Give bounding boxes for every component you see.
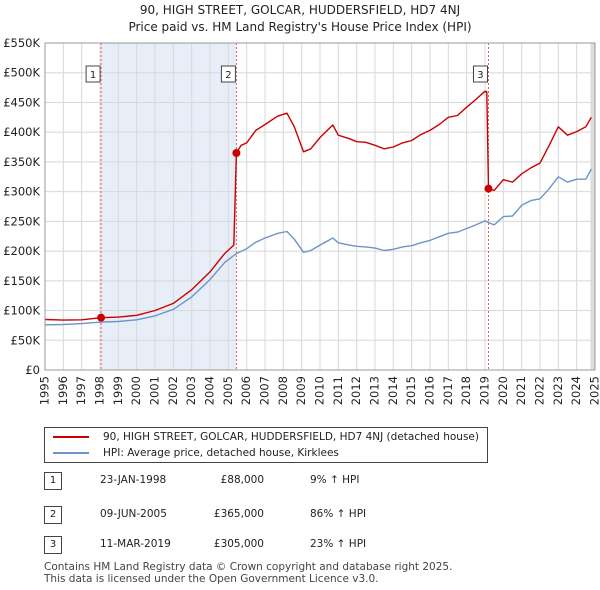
property-price-line: [44, 90, 592, 321]
legend-swatch-property: [53, 436, 89, 438]
plot-border: [44, 42, 596, 371]
x-tick-label: 2017: [441, 376, 455, 405]
sale-hpi-change: 9% ↑ HPI: [310, 474, 360, 486]
marker-number-label: 2: [225, 70, 231, 81]
chart-title: 90, HIGH STREET, GOLCAR, HUDDERSFIELD, H…: [0, 2, 600, 36]
marker-number-box: [220, 65, 236, 83]
y-tick-label: £300K: [3, 185, 40, 199]
sale-row: 3 11-MAR-2019 £305,000 23% ↑ HPI: [44, 536, 444, 558]
forecast-region: [590, 43, 595, 370]
x-tick-label: 1997: [74, 376, 88, 405]
y-tick-label: £150K: [3, 274, 40, 288]
y-tick-label: £500K: [3, 66, 40, 80]
marker-number-box: [85, 65, 101, 83]
sale-number-badge: 3: [44, 536, 62, 554]
legend-label-hpi: HPI: Average price, detached house, Kirk…: [103, 447, 339, 459]
x-tick-label: 2001: [148, 376, 162, 405]
sale-date: 09-JUN-2005: [100, 508, 167, 520]
sale-number-badge: 2: [44, 506, 62, 524]
sale-price: £365,000: [213, 508, 264, 520]
x-tick-label: 2002: [166, 376, 180, 405]
hpi-line: [44, 168, 592, 326]
footer-licence: This data is licensed under the Open Gov…: [44, 573, 379, 585]
sale-point: [232, 148, 241, 157]
x-tick-label: 2005: [221, 376, 235, 405]
x-tick-label: 2000: [129, 376, 143, 405]
footer-attribution: Contains HM Land Registry data © Crown c…: [44, 561, 452, 585]
price-chart: £0 £50K £100K £150K £200K £250K £300K £350K £400…: [3, 36, 600, 405]
x-tick-label: 2007: [258, 376, 272, 405]
sale-row: 2 09-JUN-2005 £365,000 86% ↑ HPI: [44, 506, 444, 528]
shaded-period: [101, 43, 237, 370]
x-tick-label: 2019: [478, 376, 492, 405]
x-tick-label: 2023: [551, 376, 565, 405]
legend-label-property: 90, HIGH STREET, GOLCAR, HUDDERSFIELD, H…: [103, 431, 479, 443]
x-tick-label: 2003: [184, 376, 198, 405]
y-tick-label: £450K: [3, 95, 40, 109]
sale-row: 1 23-JAN-1998 £88,000 9% ↑ HPI: [44, 472, 444, 494]
y-tick-label: £50K: [11, 333, 41, 347]
sale-date: 23-JAN-1998: [100, 474, 167, 486]
marker-number-box: [472, 65, 488, 83]
x-tick-label: 2008: [276, 376, 290, 405]
x-tick-label: 2009: [294, 376, 308, 405]
x-tick-label: 2013: [368, 376, 382, 405]
sale-price: £88,000: [220, 474, 264, 486]
y-tick-label: £250K: [3, 214, 40, 228]
marker-number-label: 3: [477, 70, 483, 81]
y-tick-label: £100K: [3, 304, 40, 318]
sale-number-badge: 1: [44, 472, 62, 490]
sale-point: [97, 313, 106, 322]
footer-copyright: Contains HM Land Registry data © Crown c…: [44, 561, 453, 573]
legend-item-hpi: HPI: Average price, detached house, Kirk…: [53, 445, 339, 461]
title-address: 90, HIGH STREET, GOLCAR, HUDDERSFIELD, H…: [139, 3, 461, 17]
x-tick-label: 2004: [203, 376, 217, 405]
x-tick-label: 2006: [239, 376, 253, 405]
x-tick-label: 2011: [331, 376, 345, 405]
x-tick-label: 2021: [514, 376, 528, 405]
y-tick-label: £350K: [3, 155, 40, 169]
title-subtitle: Price paid vs. HM Land Registry's House …: [128, 20, 472, 34]
x-tick-label: 2015: [404, 376, 418, 405]
sale-price: £305,000: [213, 538, 264, 550]
x-tick-label: 2024: [569, 376, 583, 405]
x-tick-label: 2025: [588, 376, 600, 405]
legend: 90, HIGH STREET, GOLCAR, HUDDERSFIELD, H…: [44, 427, 488, 463]
x-tick-label: 1996: [56, 376, 70, 405]
x-tick-label: 2014: [386, 376, 400, 405]
x-tick-label: 2010: [313, 376, 327, 405]
legend-swatch-hpi: [53, 452, 89, 454]
y-tick-label: £400K: [3, 125, 40, 139]
y-tick-label: £550K: [3, 36, 40, 50]
x-tick-label: 2012: [349, 376, 363, 405]
x-tick-label: 2016: [423, 376, 437, 405]
sale-hpi-change: 23% ↑ HPI: [310, 538, 367, 550]
x-tick-label: 1998: [93, 376, 107, 405]
sale-date: 11-MAR-2019: [100, 538, 171, 550]
x-tick-label: 2022: [533, 376, 547, 405]
sale-point: [484, 184, 493, 193]
legend-item-property: 90, HIGH STREET, GOLCAR, HUDDERSFIELD, H…: [53, 429, 479, 445]
x-tick-label: 1995: [38, 376, 52, 405]
x-tick-label: 2018: [459, 376, 473, 405]
x-tick-label: 1999: [111, 376, 125, 405]
sale-hpi-change: 86% ↑ HPI: [310, 508, 367, 520]
x-tick-label: 2020: [496, 376, 510, 405]
y-tick-label: £0: [25, 363, 40, 377]
marker-number-label: 1: [90, 70, 96, 81]
y-tick-label: £200K: [3, 244, 40, 258]
